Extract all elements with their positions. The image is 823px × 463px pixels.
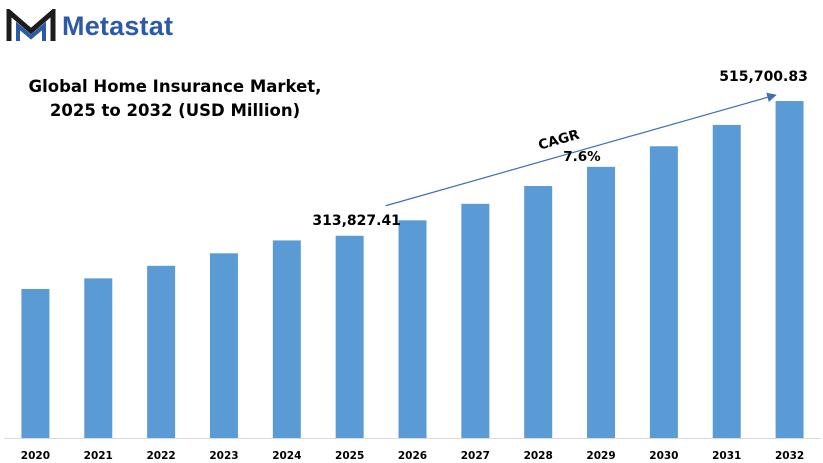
bar-2024 (272, 240, 301, 438)
x-tick-label-2026: 2026 (398, 450, 427, 462)
x-tick-label-2029: 2029 (586, 450, 615, 462)
value-label-2025: 313,827.41 (312, 213, 401, 229)
x-tick-label-2032: 2032 (775, 450, 804, 462)
bar-2022 (147, 265, 176, 438)
x-tick-label-2031: 2031 (712, 450, 741, 462)
bar-2031 (712, 124, 741, 438)
bar-2025 (335, 235, 364, 438)
brand-name: Metastat (62, 10, 174, 41)
bar-2026 (398, 220, 427, 438)
chart-title-line-1: Global Home Insurance Market, (28, 77, 322, 96)
x-tick-label-2028: 2028 (524, 450, 553, 462)
metastat-logo: Metastat (6, 6, 173, 46)
value-label-2032: 515,700.83 (719, 69, 808, 85)
x-tick-label-2027: 2027 (461, 450, 490, 462)
x-tick-label-2023: 2023 (209, 450, 238, 462)
x-tick-label-2021: 2021 (84, 450, 113, 462)
bar-2032 (775, 101, 804, 439)
bar-2020 (21, 288, 50, 438)
x-tick-label-2025: 2025 (335, 450, 364, 462)
cagr-arrow (385, 92, 777, 207)
cagr-value: 7.6% (563, 149, 601, 165)
metastat-m-logo-icon (6, 9, 56, 41)
bar-2027 (461, 203, 490, 438)
chart-title-line-2: 2025 to 2032 (USD Million) (49, 101, 301, 120)
bar-2023 (209, 253, 238, 438)
bar-2021 (84, 278, 113, 438)
bar-2028 (524, 186, 553, 438)
bar-2029 (587, 166, 616, 438)
chart-title: Global Home Insurance Market, 2025 to 20… (20, 75, 330, 123)
x-tick-label-2022: 2022 (146, 450, 175, 462)
x-tick-label-2024: 2024 (272, 450, 301, 462)
x-tick-label-2020: 2020 (21, 450, 50, 462)
bar-2030 (649, 146, 678, 438)
x-tick-label-2030: 2030 (649, 450, 678, 462)
